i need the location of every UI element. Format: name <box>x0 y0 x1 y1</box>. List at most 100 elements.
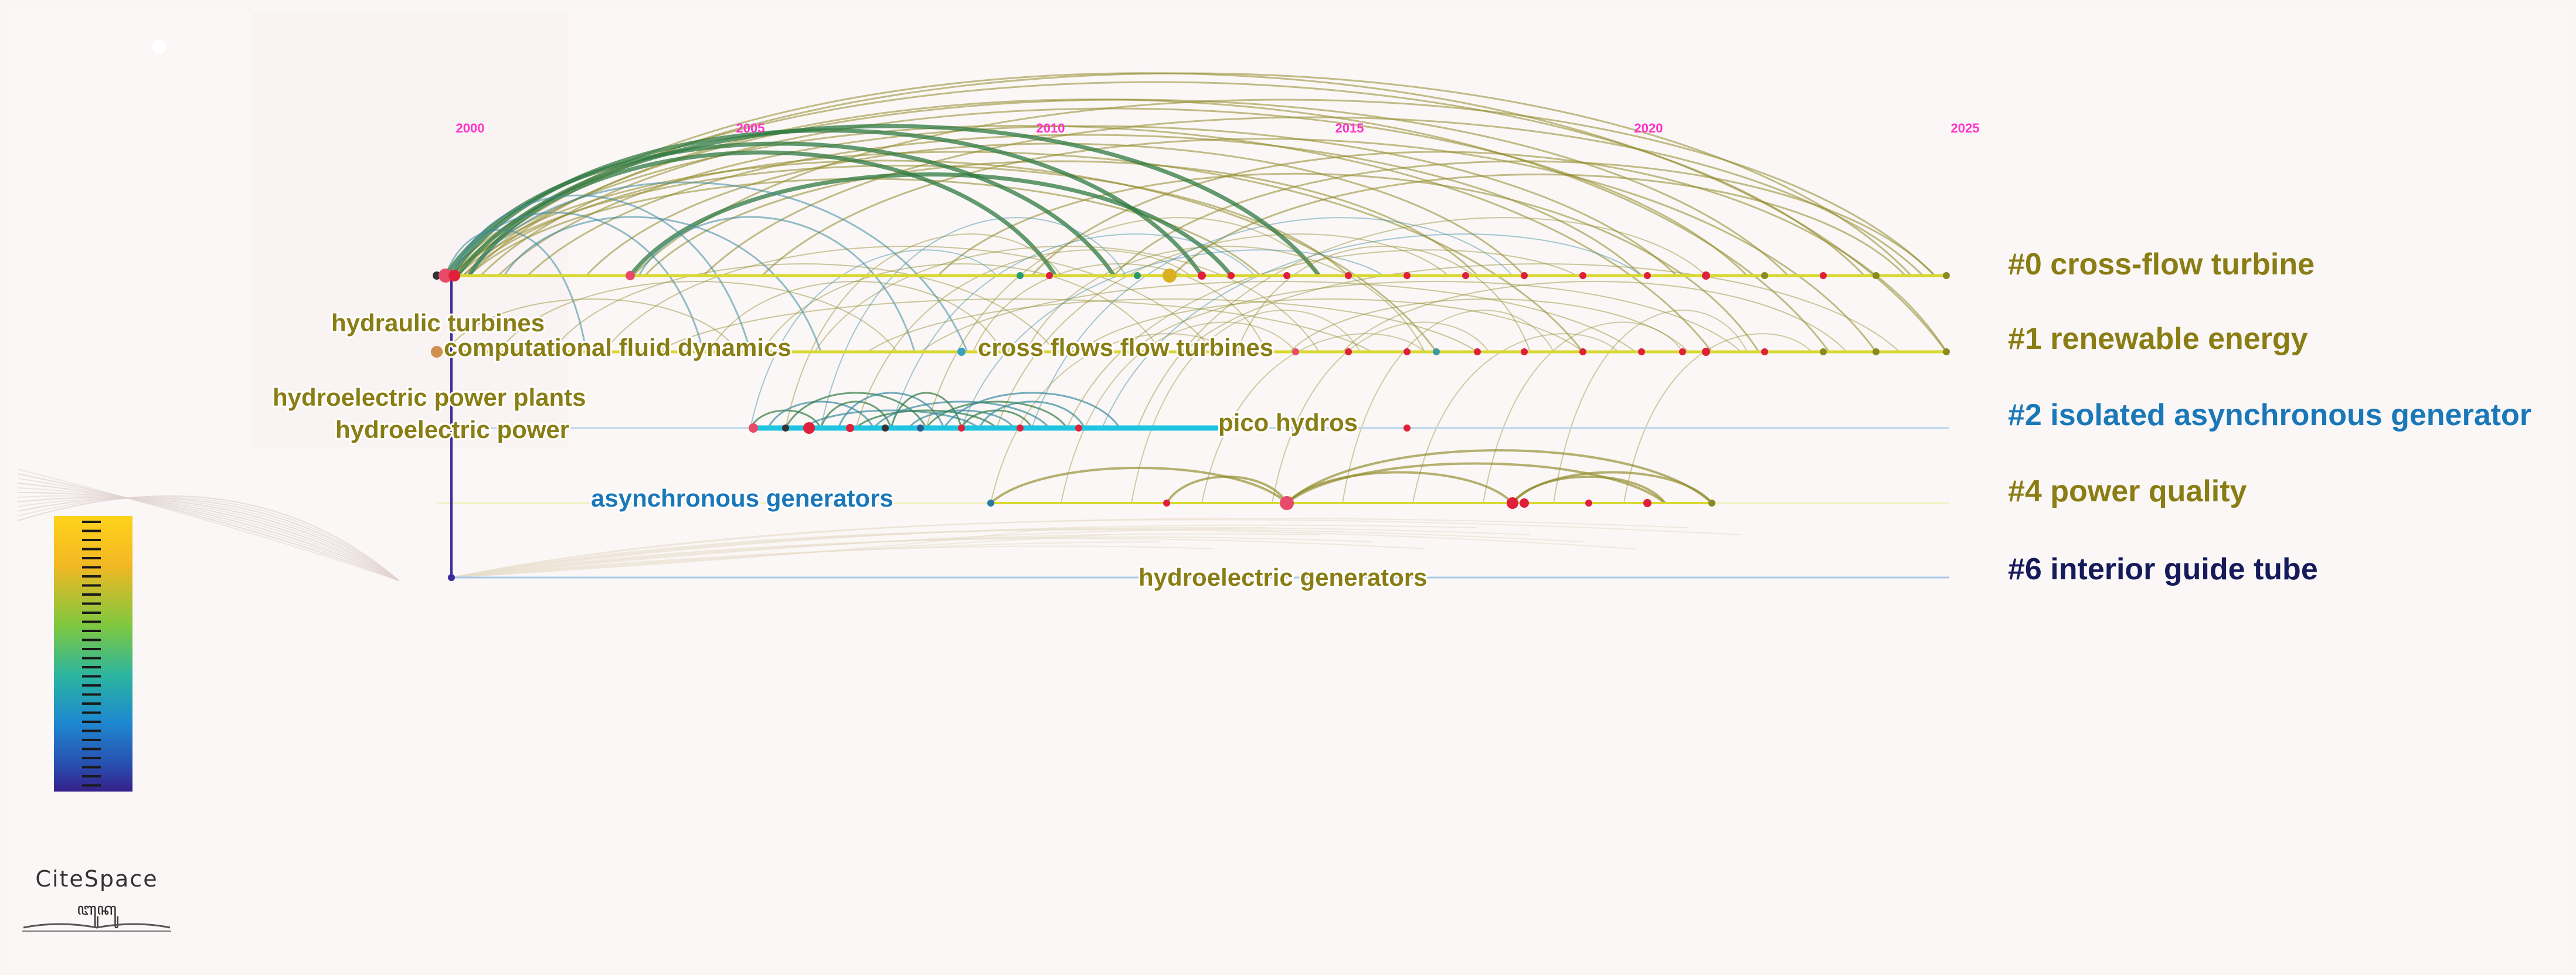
node-cluster-1 <box>1943 348 1950 355</box>
node-cluster-0 <box>1462 272 1469 279</box>
citation-arc-cluster4 <box>990 467 1288 504</box>
keyword-nodes <box>431 269 1950 581</box>
logo-book-icon <box>23 923 171 929</box>
faint-link <box>17 492 399 581</box>
node-cluster-2 <box>882 425 889 432</box>
citation-arc-thin <box>709 281 1003 352</box>
faint-link <box>17 483 399 581</box>
faint-link <box>17 478 399 581</box>
citation-arc-up <box>1342 310 1554 504</box>
keyword-hydroelectric-power: hydroelectric power <box>335 416 569 443</box>
citation-arc-small <box>767 400 875 429</box>
citation-arc-up <box>1201 333 1425 504</box>
faint-link <box>451 519 1742 578</box>
node-cluster-4 <box>1280 496 1294 510</box>
citation-arc-cross <box>855 249 1191 429</box>
citation-arc-olive <box>456 165 1350 277</box>
node-cluster-0 <box>1163 269 1177 283</box>
node-cluster-2 <box>958 425 965 432</box>
cluster-label-2: #2 isolated asynchronous generator <box>2008 398 2531 432</box>
year-label-2020: 2020 <box>1634 121 1663 135</box>
citation-arc-olive <box>632 99 1936 277</box>
faint-link <box>17 495 399 581</box>
citation-arc-cross <box>1137 217 1707 429</box>
node-cluster-0 <box>1644 272 1651 279</box>
keyword-hydroelectric-power-plants: hydroelectric power plants <box>273 383 586 411</box>
faint-link <box>17 473 399 581</box>
node-cluster-0 <box>1283 272 1290 279</box>
citation-arc-teal <box>444 229 587 352</box>
node-cluster-2 <box>846 424 854 432</box>
node-cluster-6 <box>448 574 455 581</box>
citation-arc-cross <box>785 233 1062 429</box>
node-cluster-0 <box>1345 272 1352 279</box>
citation-arc-cluster4 <box>1511 471 1713 504</box>
citation-arc-teal <box>638 216 916 352</box>
year-label-2025: 2025 <box>1951 121 1980 135</box>
node-cluster-0 <box>1943 272 1950 279</box>
citation-arc-up <box>1412 333 1619 504</box>
citation-arc-small <box>943 392 1121 429</box>
faint-link <box>17 497 399 581</box>
keyword-hydraulic-turbines: hydraulic turbines <box>331 309 545 337</box>
citation-arc-olive <box>1171 174 1906 277</box>
node-cluster-0 <box>1134 272 1141 279</box>
cluster-labels: #0 cross-flow turbine #1 renewable energ… <box>2008 247 2531 586</box>
citation-arc-teal <box>468 181 968 352</box>
keyword-pico-hydros: pico hydros <box>1218 409 1358 436</box>
citation-arc-thin <box>1025 246 1425 352</box>
node-cluster-1 <box>1679 348 1686 355</box>
faint-link <box>451 529 1636 578</box>
faint-link <box>17 497 399 581</box>
node-cluster-0 <box>1820 272 1827 279</box>
node-cluster-1 <box>1579 348 1586 355</box>
node-cluster-1 <box>1702 348 1710 356</box>
citation-arc-up <box>990 333 1232 504</box>
node-cluster-4 <box>1585 500 1592 507</box>
color-legend <box>54 516 132 792</box>
citation-arc-cross <box>1031 217 1513 429</box>
citation-arc-cross <box>1102 233 1642 429</box>
citation-arc-olive <box>1113 160 1936 277</box>
citation-arc-thin <box>867 298 1478 352</box>
citation-arc-green <box>456 124 1321 277</box>
keyword-labels: hydraulic turbines computational fluid d… <box>271 307 1429 593</box>
citation-arc-cluster4 <box>1286 462 1666 504</box>
node-cluster-0 <box>439 269 453 283</box>
node-cluster-0 <box>1521 272 1528 279</box>
node-cluster-0 <box>1403 272 1411 279</box>
citation-arc-thin <box>920 281 1636 352</box>
citation-arc-green <box>628 172 1233 277</box>
citation-arc-thin <box>762 263 1161 352</box>
faint-link <box>17 468 399 581</box>
citation-arc-cross <box>926 217 1320 429</box>
citation-arc-green <box>467 150 1057 277</box>
node-cluster-0 <box>1198 271 1206 280</box>
cluster-label-0: #0 cross-flow turbine <box>2008 247 2315 281</box>
citation-arc-olive <box>497 125 1678 277</box>
node-cluster-0 <box>448 270 460 281</box>
citation-arc-thin <box>973 263 1267 352</box>
citation-arc-cross <box>891 233 1255 429</box>
node-cluster-1 <box>1820 348 1827 355</box>
citation-arc-cross <box>820 217 1126 429</box>
citation-arc-thin <box>1078 298 1583 352</box>
citation-arc-olive <box>462 99 1789 277</box>
plot-background <box>11 11 2567 966</box>
node-cluster-0 <box>1228 272 1235 279</box>
faint-link <box>451 538 1425 578</box>
citation-arc-thin <box>656 298 1372 352</box>
citation-arc-small <box>784 392 927 429</box>
node-cluster-1 <box>1638 348 1645 355</box>
node-cluster-4 <box>1507 497 1518 509</box>
node-cluster-0 <box>1017 272 1024 279</box>
citation-arc-thin <box>1289 298 1689 352</box>
faint-link <box>17 496 399 581</box>
citation-arc-cross <box>996 233 1449 429</box>
citation-arc-cluster4 <box>1286 449 1713 504</box>
citation-arc-thin <box>814 246 1320 352</box>
node-cluster-1 <box>1872 348 1880 355</box>
citation-arc-olive <box>585 142 1525 277</box>
